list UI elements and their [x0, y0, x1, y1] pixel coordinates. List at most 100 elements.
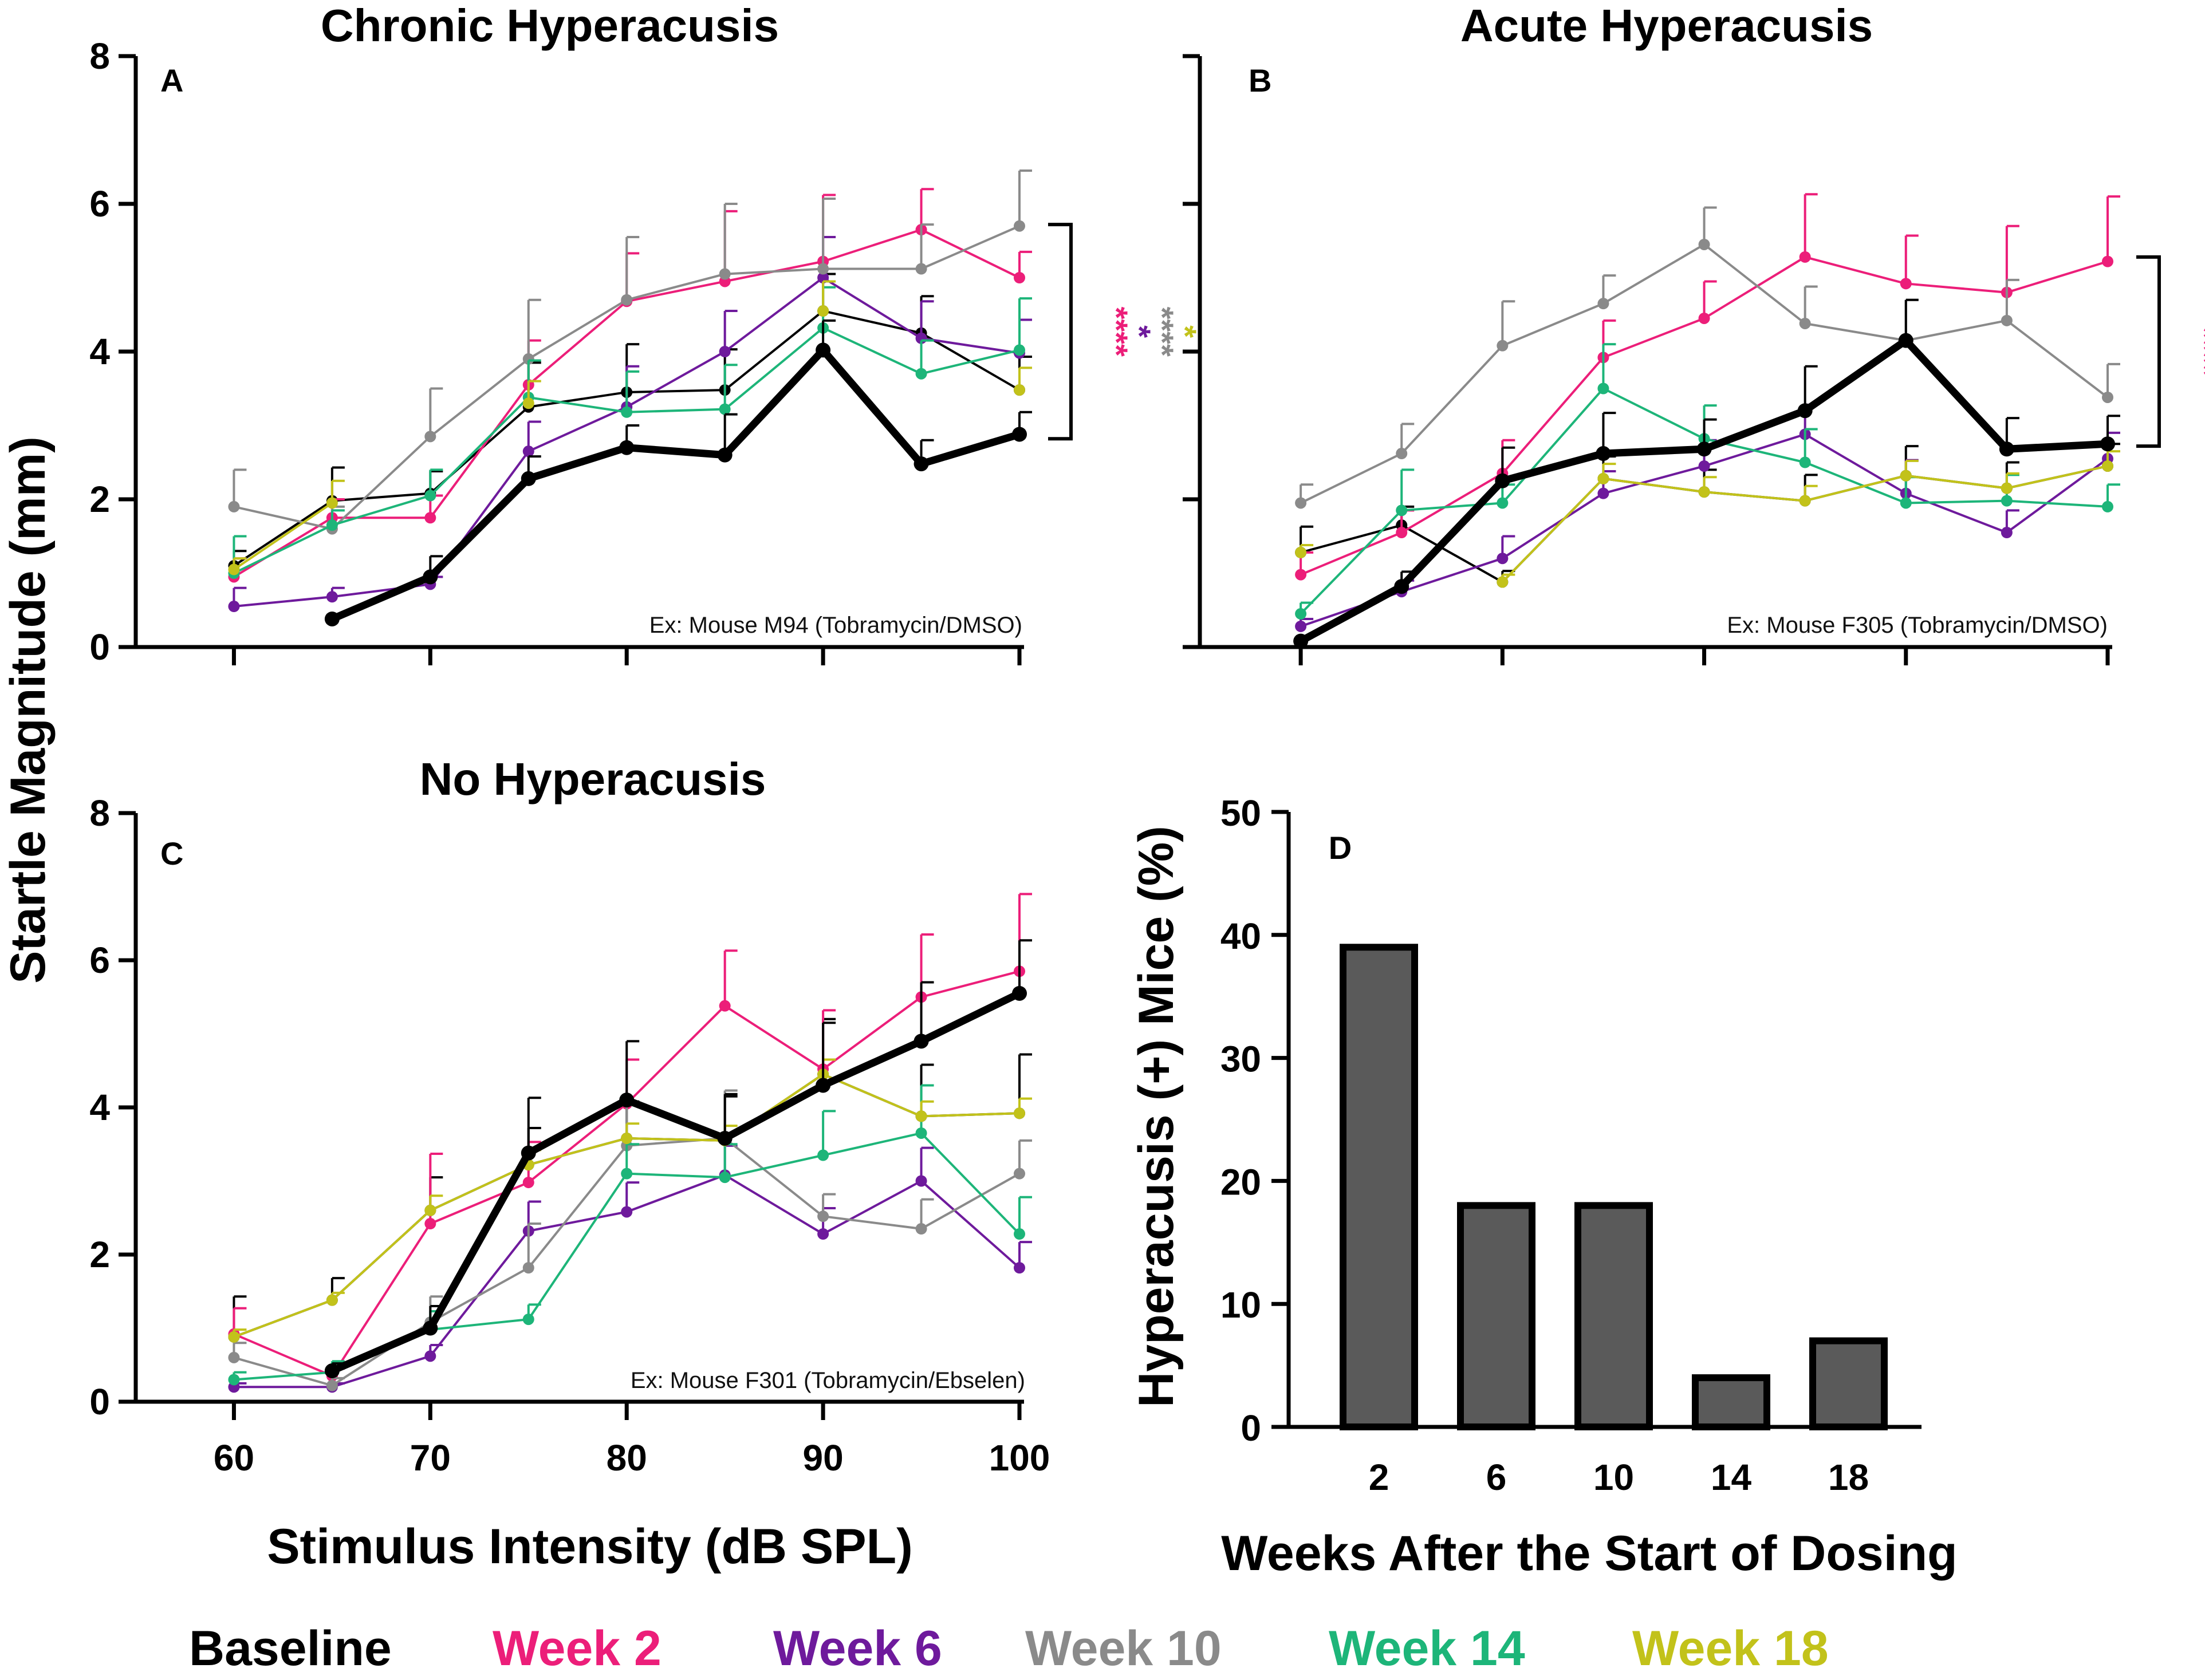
series-week-18	[228, 280, 1032, 575]
data-point	[1497, 553, 1509, 565]
y-tick-label: 0	[89, 626, 110, 668]
x-tick-label: 70	[410, 1437, 451, 1478]
data-point	[1797, 403, 1813, 419]
panel-d-hyperacusis-percentage-bars: 0 10 20 30 40 50 2 6 10 14 18 D Hyperacusis (+) Mice…	[1129, 792, 1958, 1581]
data-point	[522, 1314, 534, 1326]
data-point	[228, 1374, 240, 1386]
x-tick-label: 18	[1828, 1457, 1869, 1498]
data-point	[817, 1210, 829, 1222]
data-point	[1497, 340, 1509, 352]
data-point	[1295, 620, 1307, 632]
data-point	[2102, 460, 2113, 472]
series-baseline-individual-	[228, 273, 1032, 572]
data-point	[1014, 1168, 1025, 1180]
series-baseline	[324, 939, 1032, 1379]
data-point	[619, 440, 635, 455]
y-tick-label: 40	[1220, 916, 1261, 957]
data-point	[1295, 546, 1307, 558]
data-point	[914, 456, 929, 472]
panel-b-acute-hyperacusis: Acute Hyperacusis B Ex: Mouse F305 (Tobram…	[1183, 0, 2205, 665]
data-point	[521, 1145, 536, 1161]
data-point	[324, 1363, 340, 1379]
data-point	[621, 1132, 633, 1144]
panel-title: No Hyperacusis	[420, 754, 766, 804]
data-point	[2001, 527, 2013, 539]
mouse-example-note: Ex: Mouse M94 (Tobramycin/DMSO)	[649, 613, 1022, 638]
series-line	[330, 989, 1021, 1374]
y-tick-label: 4	[89, 331, 110, 372]
y-tick-label: 4	[89, 1087, 110, 1128]
data-point	[1698, 312, 1710, 324]
data-point	[817, 1228, 829, 1240]
data-point	[1396, 504, 1408, 516]
data-point	[1900, 470, 1912, 482]
data-point	[915, 263, 927, 275]
data-point	[1597, 487, 1609, 499]
data-point	[817, 305, 829, 317]
data-point	[1597, 298, 1609, 310]
data-point	[324, 611, 340, 626]
panel-label: B	[1249, 62, 1271, 98]
data-point	[719, 1172, 731, 1184]
y-tick-label: 0	[89, 1381, 110, 1422]
data-point	[621, 406, 633, 418]
legend-week-2: Week 2	[493, 1621, 662, 1676]
y-tick-label: 2	[89, 479, 110, 520]
significance-stars: ****	[2187, 326, 2205, 376]
panel-label: C	[160, 835, 183, 871]
y-tick-label: 30	[1220, 1039, 1261, 1080]
x-tick-label: 100	[989, 1437, 1050, 1478]
x-axis-label: Weeks After the Start of Dosing	[1221, 1526, 1957, 1581]
data-point	[619, 1093, 635, 1108]
legend-week-14: Week 14	[1329, 1621, 1525, 1676]
series-line	[233, 502, 333, 571]
legend: Baseline Week 2 Week 6 Week 10 Week 14 Week 1…	[189, 1621, 1829, 1676]
data-point	[522, 1177, 534, 1189]
bar-week-18	[1809, 1337, 1888, 1430]
significance-stars: *	[1167, 325, 1203, 338]
data-point	[1696, 441, 1712, 457]
data-point	[2001, 495, 2013, 507]
data-point	[1014, 1107, 1025, 1119]
series-baseline-individual-	[228, 1018, 1032, 1343]
data-point	[1900, 278, 1912, 290]
data-point	[1799, 495, 1811, 507]
data-point	[816, 342, 831, 358]
y-tick-label: 8	[89, 36, 110, 77]
y-tick-label: 8	[89, 792, 110, 834]
data-point	[915, 1110, 927, 1122]
data-point	[1597, 472, 1609, 484]
data-point	[1596, 446, 1611, 462]
data-point	[228, 1351, 240, 1363]
data-point	[326, 591, 338, 603]
data-point	[1012, 427, 1027, 442]
data-point	[1597, 382, 1609, 395]
data-point	[1698, 460, 1710, 472]
data-point	[717, 447, 733, 463]
data-point	[719, 1000, 731, 1012]
data-point	[1295, 497, 1307, 509]
data-point	[817, 1149, 829, 1161]
data-point	[621, 294, 633, 306]
shared-x-axis-label: Stimulus Intensity (dB SPL)	[267, 1519, 913, 1574]
data-point	[326, 1294, 338, 1306]
y-tick-label: 50	[1220, 792, 1261, 834]
series-week-6	[228, 1144, 1032, 1393]
data-point	[228, 500, 240, 512]
data-point	[1295, 608, 1307, 620]
series-week-14	[228, 1084, 1032, 1386]
x-tick-label: 80	[607, 1437, 647, 1478]
y-tick-label: 6	[89, 183, 110, 224]
bar-week-10	[1574, 1202, 1653, 1431]
data-point	[2102, 255, 2113, 267]
data-point	[424, 1350, 436, 1362]
data-point	[719, 403, 731, 415]
data-point	[816, 1078, 831, 1093]
data-point	[914, 1034, 929, 1049]
bar-week-2	[1340, 944, 1418, 1430]
series-week-2	[1295, 193, 2120, 581]
x-tick-label: 2	[1369, 1457, 1389, 1498]
mouse-example-note: Ex: Mouse F301 (Tobramycin/Ebselen)	[631, 1368, 1025, 1393]
data-point	[424, 1204, 436, 1216]
